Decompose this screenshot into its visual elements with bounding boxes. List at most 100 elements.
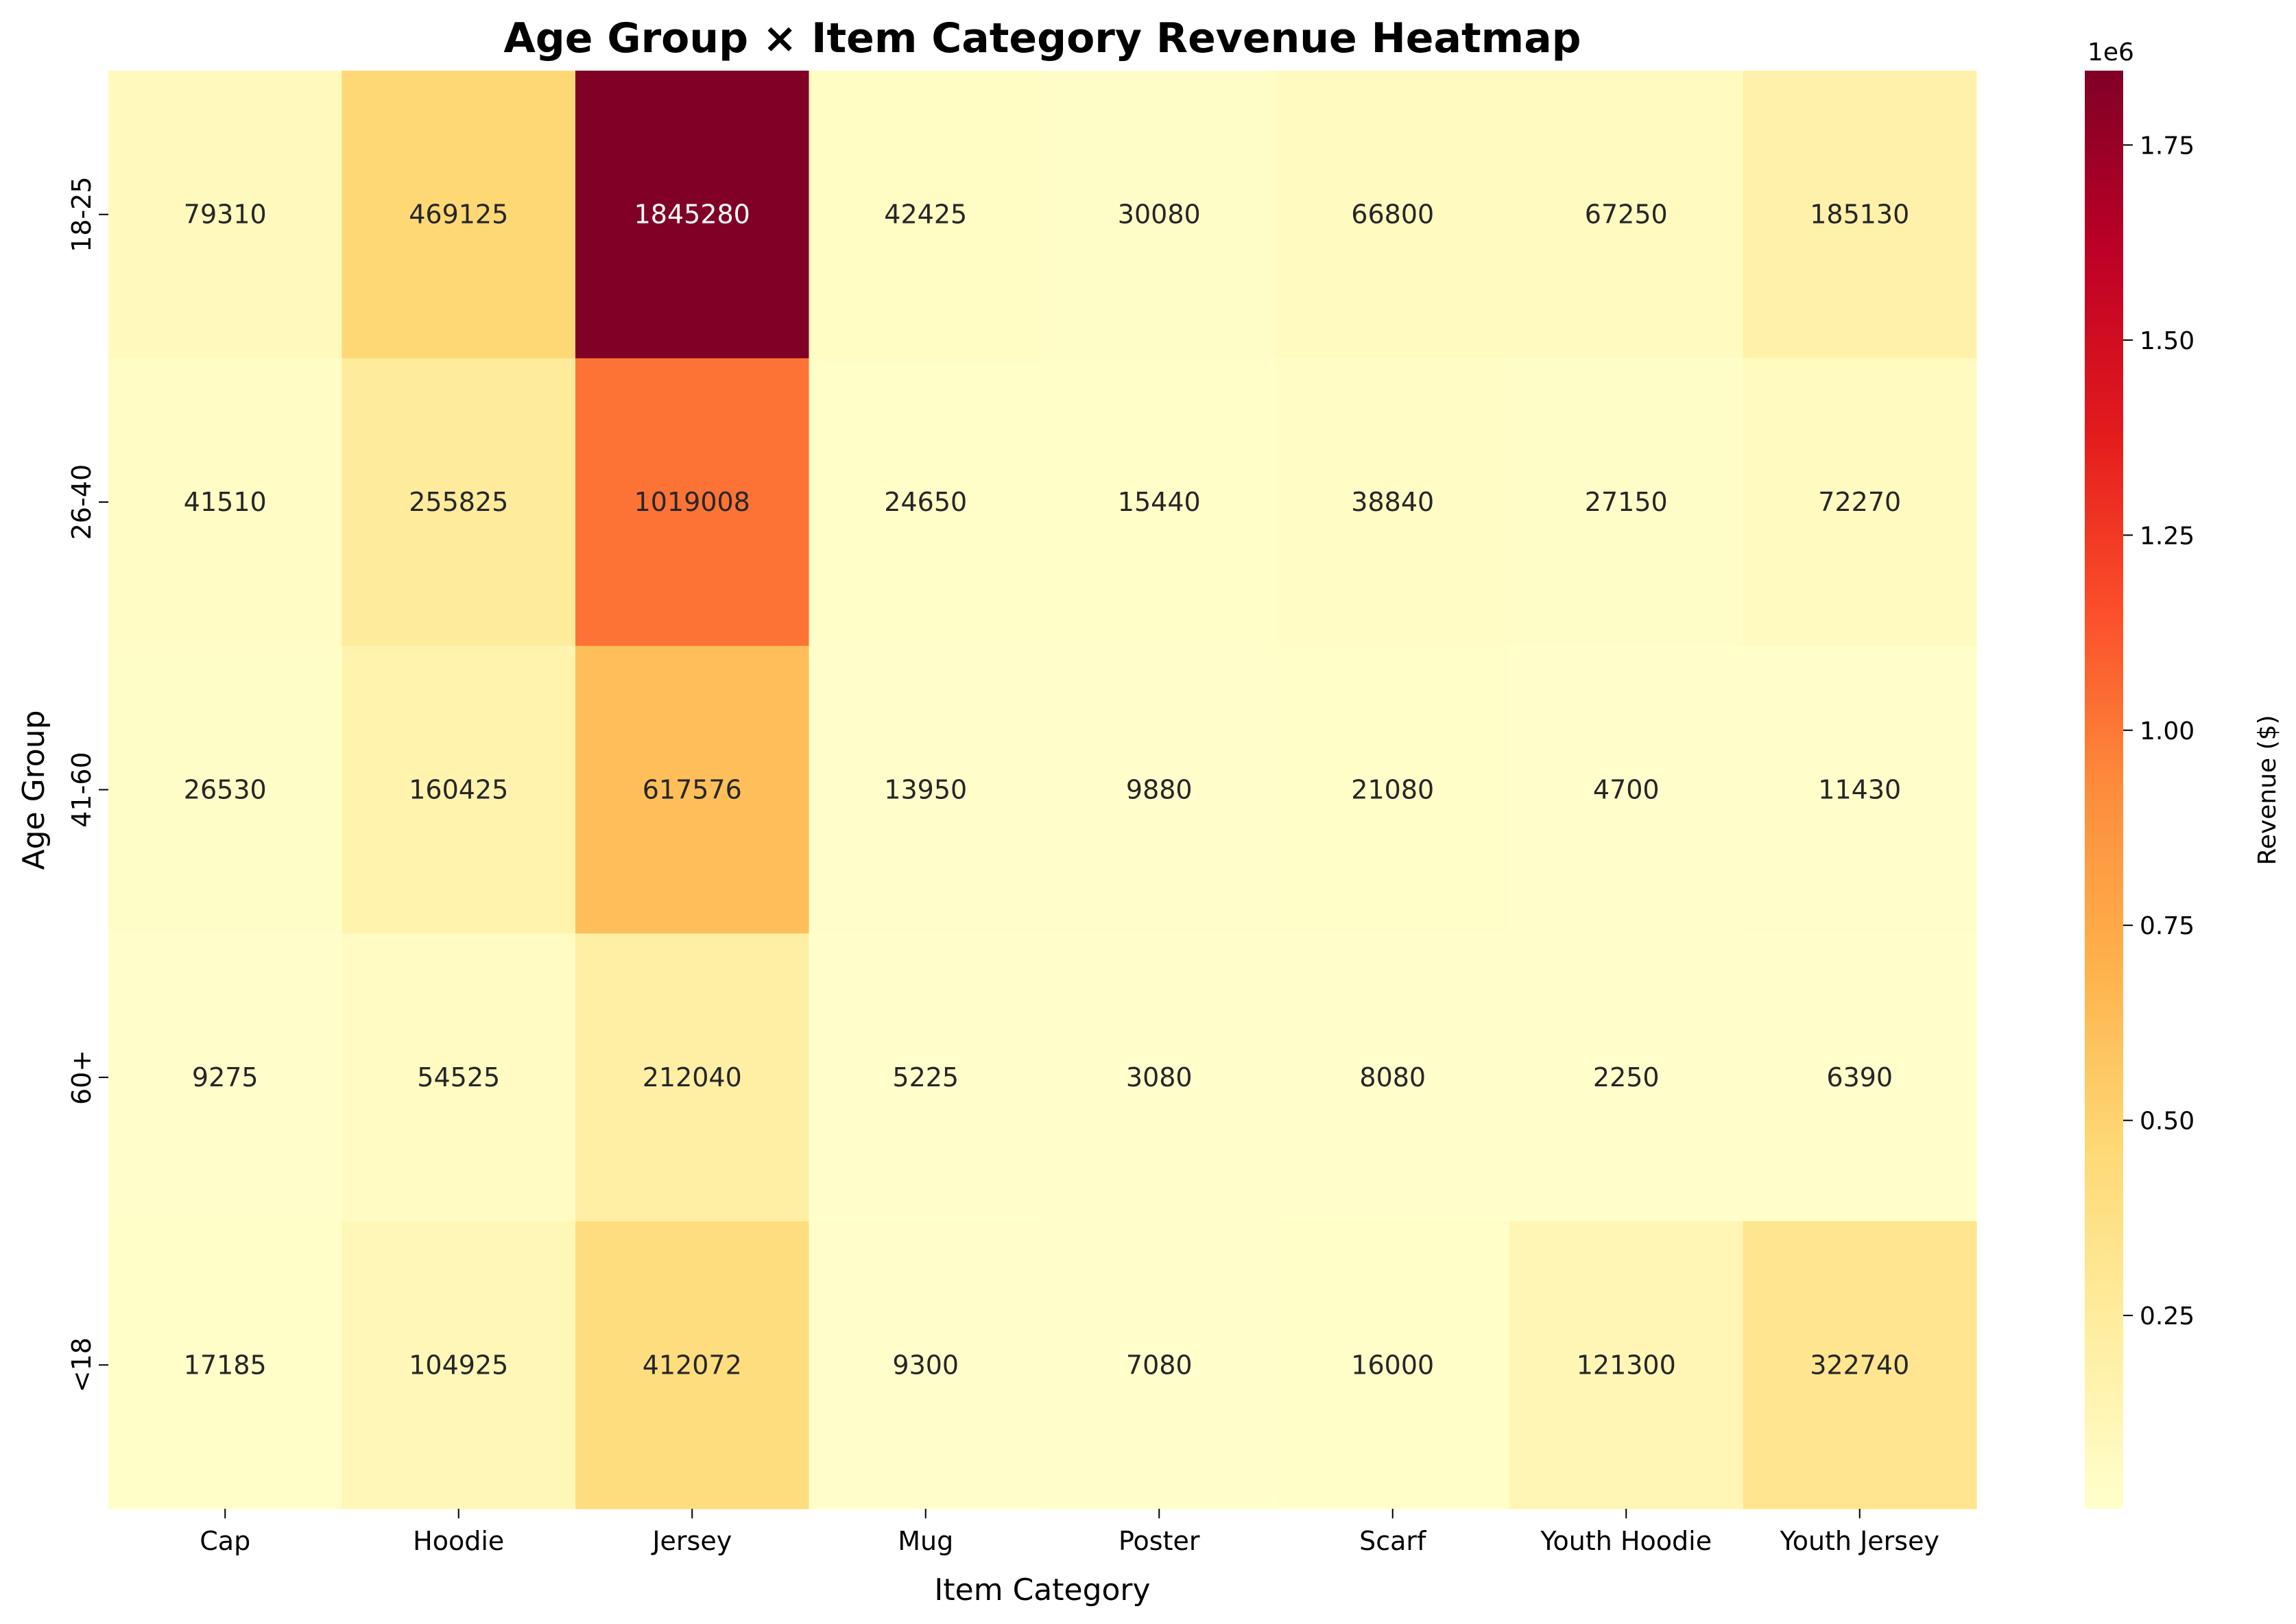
heatmap-cell [1743,645,1977,934]
heatmap-cell [1042,71,1277,359]
y-axis: 18-25 26-40 41-60 60+ <18 [67,176,108,1392]
cell-value-label: 24650 [884,487,967,517]
heatmap-cell [1509,933,1744,1222]
heatmap-cell [108,71,343,359]
cell-value-label: 255825 [409,487,508,517]
cell-value-label: 6390 [1826,1062,1893,1092]
heatmap-cell [575,71,810,359]
cell-value-label: 26530 [184,775,267,805]
heatmap-cell [1276,645,1510,934]
colorbar-label: Revenue ($) [2253,715,2282,865]
cell-value-label: 17185 [184,1350,267,1380]
cell-value-label: 1845280 [634,200,750,230]
heatmap-cell [1509,645,1744,934]
cell-value-label: 160425 [409,775,508,805]
cell-value-label: 4700 [1593,775,1660,805]
x-tick-label: Jersey [651,1526,732,1556]
heatmap-cell [1276,933,1510,1222]
y-tick-label: <18 [67,1337,97,1392]
x-axis-label: Item Category [934,1573,1150,1608]
heatmap-cell [342,358,576,647]
colorbar-tick-label: 1.00 [2140,717,2195,745]
x-axis: Cap Hoodie Jersey Mug Poster Scarf Youth Hoodi… [200,1509,1939,1556]
heatmap-cell [809,1221,1043,1509]
heatmap-cell [108,645,343,934]
heatmap-cell [809,71,1043,359]
heatmap-cell [1743,71,1977,359]
cell-value-label: 212040 [643,1062,742,1092]
heatmap-cell [1509,1221,1744,1509]
cell-value-label: 27150 [1585,487,1668,517]
heatmap-cell [108,933,343,1222]
colorbar: 0.25 0.50 0.75 1.00 1.25 1.50 1.75 [2085,71,2195,1509]
cell-value-label: 21080 [1351,775,1434,805]
colorbar-tick-label: 1.25 [2140,522,2195,550]
heatmap-cell [1276,358,1510,647]
cell-value-label: 412072 [643,1350,742,1380]
cell-value-label: 2250 [1593,1062,1660,1092]
heatmap-cell [108,358,343,647]
heatmap-cell [342,71,576,359]
cell-value-label: 30080 [1118,200,1201,230]
heatmap-cell [1042,645,1277,934]
cell-value-label: 185130 [1810,200,1909,230]
cell-value-label: 9275 [192,1062,259,1092]
heatmap-cell [1743,1221,1977,1509]
x-tick-label: Cap [200,1526,250,1556]
cell-value-label: 1019008 [634,487,750,517]
heatmap-cells: 79310 469125 1845280 42425 30080 66800 67250 18… [108,71,1977,1509]
colorbar-tick-label: 0.25 [2140,1302,2195,1330]
x-tick-label: Poster [1119,1526,1200,1556]
cell-value-label: 15440 [1118,487,1201,517]
cell-value-label: 7080 [1126,1350,1193,1380]
y-tick-label: 26-40 [67,464,97,540]
y-axis-label: Age Group [16,710,51,870]
cell-value-label: 67250 [1585,200,1668,230]
heatmap-cell [575,645,810,934]
chart-title: Age Group × Item Category Revenue Heatma… [503,14,1581,62]
y-tick-label: 41-60 [67,752,97,827]
colorbar-gradient [2085,71,2123,1509]
cell-value-label: 41510 [184,487,267,517]
heatmap-cell [1509,358,1744,647]
heatmap-cell [342,933,576,1222]
cell-value-label: 469125 [409,200,508,230]
heatmap-cell [809,358,1043,647]
x-tick-label: Mug [898,1526,953,1556]
heatmap-cell [342,645,576,934]
y-tick-label: 18-25 [67,176,97,252]
x-tick-label: Youth Jersey [1780,1526,1939,1556]
x-tick-label: Hoodie [413,1526,504,1556]
cell-value-label: 121300 [1577,1350,1676,1380]
cell-value-label: 9880 [1126,775,1193,805]
colorbar-exponent-label: 1e6 [2088,38,2134,67]
cell-value-label: 322740 [1810,1350,1909,1380]
heatmap-cell [108,1221,343,1509]
cell-value-label: 38840 [1351,487,1434,517]
heatmap-cell [575,1221,810,1509]
heatmap-cell [809,933,1043,1222]
x-tick-label: Youth Hoodie [1540,1526,1712,1556]
colorbar-tick-label: 1.50 [2140,327,2195,355]
heatmap-cell [575,933,810,1222]
cell-value-label: 16000 [1351,1350,1434,1380]
cell-value-label: 42425 [884,200,967,230]
heatmap-cell [809,645,1043,934]
cell-value-label: 11430 [1818,775,1901,805]
heatmap-cell [1743,358,1977,647]
heatmap-cell [342,1221,576,1509]
cell-value-label: 13950 [884,775,967,805]
heatmap-cell [1042,358,1277,647]
cell-value-label: 79310 [184,200,267,230]
cell-value-label: 66800 [1351,200,1434,230]
colorbar-tick-label: 0.75 [2140,912,2195,940]
cell-value-label: 9300 [892,1350,959,1380]
cell-value-label: 5225 [892,1062,959,1092]
heatmap-cell [1042,1221,1277,1509]
heatmap-cell [1743,933,1977,1222]
colorbar-tick-label: 1.75 [2140,132,2195,160]
cell-value-label: 54525 [417,1062,500,1092]
heatmap-cell [575,358,810,647]
cell-value-label: 104925 [409,1350,508,1380]
